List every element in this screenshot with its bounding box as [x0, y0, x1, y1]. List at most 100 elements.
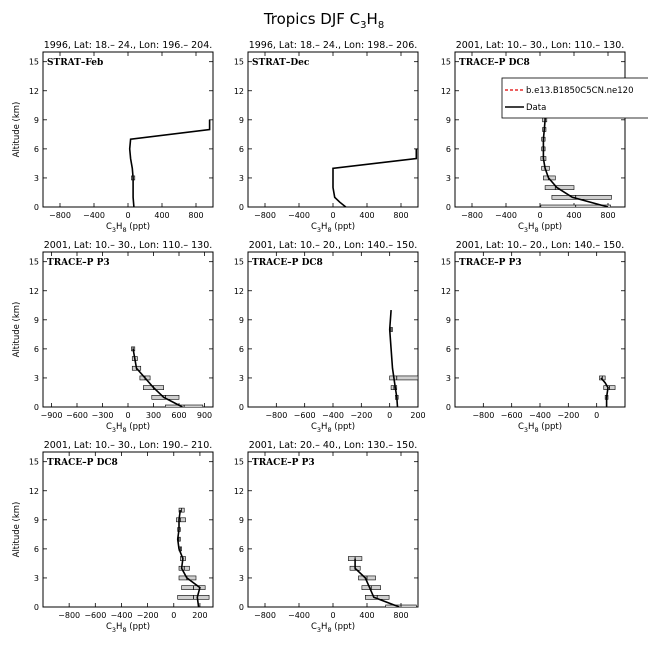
data-range-box: [176, 517, 186, 523]
panel-annotation: STRAT–Feb: [47, 58, 103, 68]
x-tick-label: −800: [265, 411, 287, 420]
panel-title: 1996, Lat: 18.– 24., Lon: 198.– 206.: [249, 40, 418, 51]
y-tick-label: 3: [34, 174, 39, 183]
panel-title: 2001, Lat: 20.– 40., Lon: 130.– 150.: [249, 440, 418, 451]
x-tick-label: 800: [393, 611, 408, 620]
y-axis-label: Altitude (km): [12, 102, 22, 158]
x-tick-label: −800: [254, 211, 276, 220]
y-tick-label: 12: [29, 87, 39, 96]
plot-frame: [42, 451, 214, 608]
data-range-box: [551, 195, 612, 200]
y-tick-label: 0: [239, 203, 244, 212]
y-tick-label: 6: [34, 345, 39, 354]
data-layer: [388, 310, 418, 407]
plot-frame: [42, 51, 214, 208]
data-layer: [332, 148, 418, 207]
y-tick-label: 9: [239, 516, 244, 525]
panel-title: 2001, Lat: 10.– 30., Lon: 190.– 210.: [44, 440, 213, 451]
y-tick-label: 12: [234, 487, 244, 496]
x-tick-label: −200: [557, 411, 579, 420]
data-layer: [540, 107, 612, 207]
x-tick-label: −600: [501, 411, 523, 420]
panel-annotation: TRACE–P P3: [47, 258, 110, 268]
panels: 1996, Lat: 18.– 24., Lon: 196.– 204. STRA…: [12, 40, 648, 634]
x-tick-label: −600: [294, 411, 316, 420]
y-tick-label: 3: [239, 174, 244, 183]
panel-annotation: TRACE–P DC8: [459, 58, 530, 68]
x-tick-label: 800: [600, 211, 615, 220]
y-tick-label: 6: [34, 145, 39, 154]
plot-frame: [454, 251, 626, 408]
panel-title: 2001, Lat: 10.– 30., Lon: 110.– 130.: [44, 240, 213, 251]
y-tick-label: 15: [234, 58, 244, 67]
y-tick-label: 12: [441, 287, 451, 296]
panel-title: 2001, Lat: 10.– 30., Lon: 110.– 130.: [456, 40, 625, 51]
x-axis-label: C3H8 (ppt): [518, 222, 562, 234]
x-tick-label: −200: [350, 411, 372, 420]
x-axis-label: C3H8 (ppt): [106, 622, 150, 634]
x-axis-label: C3H8 (ppt): [311, 422, 355, 434]
y-tick-label: 9: [239, 116, 244, 125]
y-tick-label: 0: [239, 403, 244, 412]
y-tick-label: 12: [234, 87, 244, 96]
panel-3: 2001, Lat: 10.– 30., Lon: 110.– 130. TRAC…: [441, 40, 648, 234]
x-tick-label: 200: [192, 611, 207, 620]
x-tick-label: 0: [330, 211, 335, 220]
y-tick-label: 3: [239, 374, 244, 383]
y-tick-label: 0: [34, 203, 39, 212]
x-axis-label: C3H8 (ppt): [106, 222, 150, 234]
legend-label-data: Data: [526, 103, 546, 113]
x-tick-label: −600: [84, 611, 106, 620]
x-tick-label: 800: [188, 211, 203, 220]
y-tick-label: 3: [34, 574, 39, 583]
panel-7: 2001, Lat: 10.– 30., Lon: 190.– 210. TRAC…: [12, 440, 214, 634]
x-tick-label: 0: [171, 611, 176, 620]
x-tick-label: −800: [472, 411, 494, 420]
panel-2: 1996, Lat: 18.– 24., Lon: 198.– 206. STRA…: [234, 40, 419, 234]
model-profile-line: [128, 119, 211, 207]
y-tick-label: 15: [29, 58, 39, 67]
x-tick-label: 0: [537, 211, 542, 220]
x-tick-label: −800: [49, 211, 71, 220]
panel-annotation: STRAT–Dec: [252, 58, 310, 68]
plot-frame: [42, 251, 214, 408]
y-tick-label: 6: [446, 145, 451, 154]
panel-4: 2001, Lat: 10.– 30., Lon: 110.– 130. TRAC…: [12, 240, 214, 434]
y-tick-label: 6: [239, 145, 244, 154]
x-tick-label: 0: [594, 411, 599, 420]
y-tick-label: 0: [34, 603, 39, 612]
x-tick-label: −800: [461, 211, 483, 220]
x-tick-label: −800: [254, 611, 276, 620]
model-profile-line: [354, 558, 400, 607]
y-tick-label: 0: [34, 403, 39, 412]
x-tick-label: 400: [359, 211, 374, 220]
data-layer: [176, 507, 210, 607]
data-range-box: [389, 375, 418, 381]
x-tick-label: −300: [92, 411, 114, 420]
x-tick-label: −800: [58, 611, 80, 620]
model-profile-line: [600, 377, 609, 407]
y-axis-label: Altitude (km): [12, 502, 22, 558]
x-tick-label: −400: [529, 411, 551, 420]
x-tick-label: 0: [330, 611, 335, 620]
y-tick-label: 0: [446, 203, 451, 212]
model-profile-line: [176, 509, 201, 607]
panel-title: 1996, Lat: 18.– 24., Lon: 196.– 204.: [44, 40, 213, 51]
x-tick-label: −600: [66, 411, 88, 420]
y-tick-label: 9: [446, 116, 451, 125]
x-tick-label: 800: [393, 211, 408, 220]
y-tick-label: 12: [441, 87, 451, 96]
y-tick-label: 0: [446, 403, 451, 412]
x-tick-label: −900: [41, 411, 63, 420]
y-tick-label: 9: [34, 316, 39, 325]
y-tick-label: 15: [441, 58, 451, 67]
model-profile-line: [332, 148, 418, 207]
y-tick-label: 15: [234, 458, 244, 467]
data-layer: [599, 375, 616, 407]
y-tick-label: 6: [239, 545, 244, 554]
y-tick-label: 15: [29, 458, 39, 467]
model-profile-line: [542, 110, 609, 207]
y-tick-label: 12: [29, 287, 39, 296]
x-axis-label: C3H8 (ppt): [106, 422, 150, 434]
